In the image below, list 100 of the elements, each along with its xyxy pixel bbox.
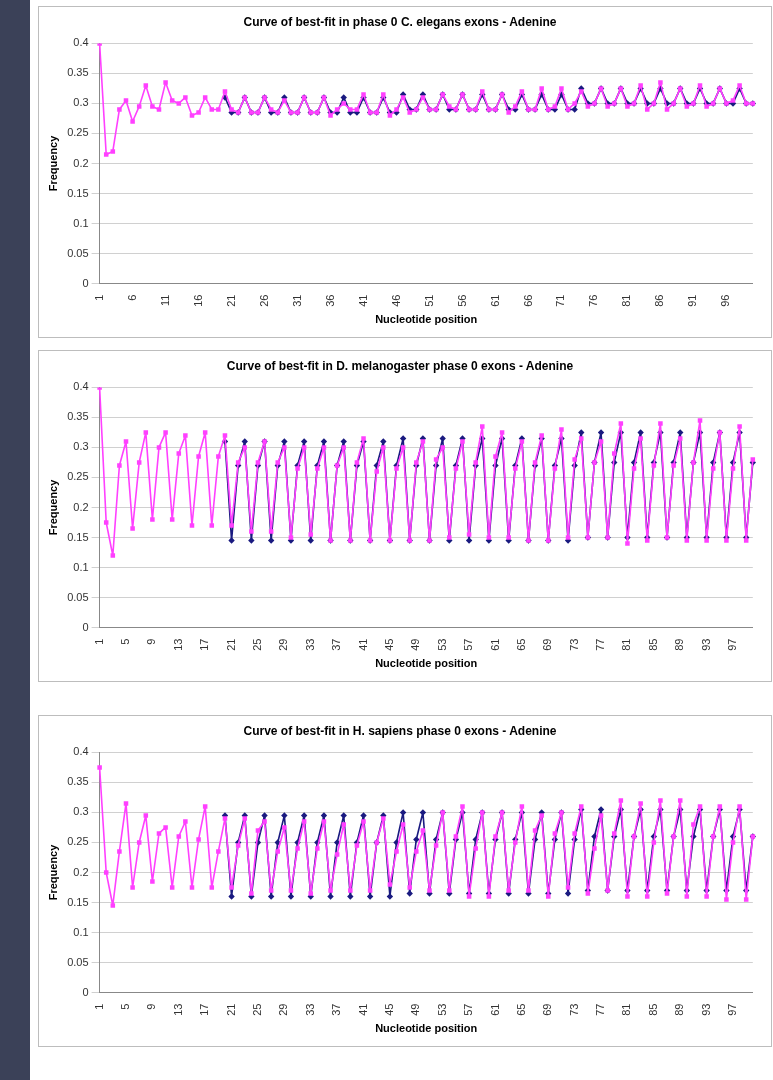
x-tick-label: 1 bbox=[92, 294, 105, 301]
y-tick-label: 0.15 bbox=[67, 530, 89, 543]
y-tick-label: 0.05 bbox=[67, 590, 89, 603]
x-tick-label: 53 bbox=[435, 638, 448, 651]
x-tick-label: 11 bbox=[158, 294, 171, 306]
y-tick-label: 0.3 bbox=[73, 96, 89, 109]
y-tick-label: 0.1 bbox=[73, 925, 89, 938]
x-tick-label: 69 bbox=[541, 1003, 554, 1016]
x-tick-label: 41 bbox=[356, 1003, 369, 1016]
x-tick-label: 81 bbox=[620, 638, 633, 651]
x-tick-label: 41 bbox=[356, 638, 369, 651]
x-tick-label: 57 bbox=[462, 638, 475, 651]
x-tick-label: 97 bbox=[726, 638, 739, 651]
x-tick-label: 77 bbox=[594, 1003, 607, 1016]
x-tick-label: 49 bbox=[409, 638, 422, 651]
y-tick-label: 0.4 bbox=[73, 36, 89, 49]
y-tick-label: 0 bbox=[82, 985, 89, 998]
x-tick-label: 6 bbox=[125, 294, 138, 301]
y-tick-label: 0.05 bbox=[67, 955, 89, 968]
x-tick-label: 9 bbox=[145, 638, 158, 645]
y-tick-label: 0.2 bbox=[73, 156, 89, 169]
y-tick-label: 0.1 bbox=[73, 560, 89, 573]
x-tick-label: 51 bbox=[422, 294, 435, 307]
x-tick-label: 65 bbox=[514, 1003, 527, 1016]
x-axis-title: Nucleotide position bbox=[375, 657, 478, 670]
x-tick-label: 17 bbox=[198, 638, 211, 651]
x-tick-label: 16 bbox=[191, 294, 204, 307]
x-tick-label: 85 bbox=[646, 1003, 659, 1016]
y-tick-label: 0.25 bbox=[67, 835, 89, 848]
x-tick-label: 69 bbox=[541, 638, 554, 651]
y-axis-title: Frequency bbox=[46, 843, 59, 901]
x-tick-label: 36 bbox=[323, 294, 336, 307]
x-tick-label: 89 bbox=[673, 638, 686, 651]
y-tick-label: 0.35 bbox=[67, 775, 89, 788]
y-tick-label: 0 bbox=[82, 276, 89, 289]
x-tick-label: 73 bbox=[567, 638, 580, 651]
x-tick-label: 77 bbox=[594, 638, 607, 651]
x-tick-label: 5 bbox=[119, 638, 132, 645]
x-tick-label: 71 bbox=[554, 294, 567, 307]
x-tick-label: 13 bbox=[171, 1003, 184, 1016]
x-tick-label: 21 bbox=[224, 294, 237, 307]
x-tick-label: 9 bbox=[145, 1003, 158, 1010]
x-tick-label: 61 bbox=[488, 638, 501, 651]
x-tick-label: 53 bbox=[435, 1003, 448, 1016]
y-tick-label: 0.4 bbox=[73, 745, 89, 758]
x-tick-label: 41 bbox=[356, 294, 369, 307]
x-tick-label: 29 bbox=[277, 638, 290, 651]
x-tick-label: 45 bbox=[382, 1003, 395, 1016]
chart-title: Curve of best-fit in H. sapiens phase 0 exons - Adenine bbox=[243, 723, 557, 738]
x-tick-label: 65 bbox=[514, 638, 527, 651]
x-tick-label: 93 bbox=[699, 638, 712, 651]
y-tick-label: 0 bbox=[82, 620, 89, 633]
y-tick-label: 0.3 bbox=[73, 440, 89, 453]
y-tick-label: 0.2 bbox=[73, 865, 89, 878]
x-tick-label: 91 bbox=[686, 294, 699, 307]
x-tick-label: 5 bbox=[119, 1003, 132, 1010]
x-tick-label: 1 bbox=[92, 1003, 105, 1010]
y-tick-label: 0.3 bbox=[73, 805, 89, 818]
x-tick-label: 57 bbox=[462, 1003, 475, 1016]
x-tick-label: 61 bbox=[488, 1003, 501, 1016]
x-tick-label: 61 bbox=[488, 294, 501, 307]
y-tick-label: 0.4 bbox=[73, 380, 89, 393]
x-tick-label: 86 bbox=[653, 294, 666, 307]
y-tick-label: 0.15 bbox=[67, 895, 89, 908]
x-tick-label: 37 bbox=[330, 1003, 343, 1016]
x-tick-label: 33 bbox=[303, 638, 316, 651]
chart-title: Curve of best-fit in D. melanogaster phase 0 exons - Adenine bbox=[226, 358, 574, 373]
y-tick-label: 0.05 bbox=[67, 246, 89, 259]
x-tick-label: 56 bbox=[455, 294, 468, 307]
y-axis-title: Frequency bbox=[46, 134, 59, 192]
x-tick-label: 93 bbox=[699, 1003, 712, 1016]
x-tick-label: 97 bbox=[726, 1003, 739, 1016]
x-tick-label: 85 bbox=[646, 638, 659, 651]
x-tick-label: 25 bbox=[250, 1003, 263, 1016]
y-tick-label: 0.35 bbox=[67, 410, 89, 423]
x-tick-label: 46 bbox=[389, 294, 402, 307]
x-tick-label: 1 bbox=[92, 638, 105, 645]
x-tick-label: 29 bbox=[277, 1003, 290, 1016]
x-tick-label: 37 bbox=[330, 638, 343, 651]
x-tick-label: 89 bbox=[673, 1003, 686, 1016]
x-tick-label: 81 bbox=[620, 1003, 633, 1016]
x-tick-label: 31 bbox=[290, 294, 303, 307]
y-tick-label: 0.25 bbox=[67, 126, 89, 139]
y-tick-label: 0.2 bbox=[73, 500, 89, 513]
chart-title: Curve of best-fit in phase 0 C. elegans exons - Adenine bbox=[243, 14, 557, 29]
x-tick-label: 25 bbox=[250, 638, 263, 651]
x-tick-label: 73 bbox=[567, 1003, 580, 1016]
x-tick-label: 81 bbox=[620, 294, 633, 307]
x-tick-label: 66 bbox=[521, 294, 534, 307]
y-axis-title: Frequency bbox=[46, 478, 59, 536]
y-tick-label: 0.1 bbox=[73, 216, 89, 229]
x-axis-title: Nucleotide position bbox=[375, 313, 478, 326]
y-tick-label: 0.15 bbox=[67, 186, 89, 199]
x-tick-label: 21 bbox=[224, 638, 237, 651]
x-tick-label: 26 bbox=[257, 294, 270, 307]
x-tick-label: 17 bbox=[198, 1003, 211, 1016]
x-tick-label: 21 bbox=[224, 1003, 237, 1016]
x-tick-label: 49 bbox=[409, 1003, 422, 1016]
x-tick-label: 13 bbox=[171, 638, 184, 651]
x-tick-label: 76 bbox=[587, 294, 600, 307]
